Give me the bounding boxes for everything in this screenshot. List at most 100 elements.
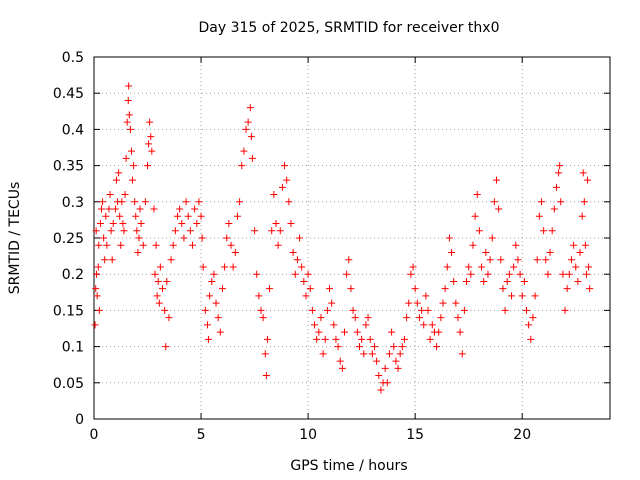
data-point bbox=[448, 248, 456, 256]
data-point bbox=[246, 104, 254, 112]
data-point bbox=[195, 198, 203, 206]
data-point bbox=[122, 154, 130, 162]
data-point bbox=[394, 364, 402, 372]
data-point bbox=[533, 256, 541, 264]
data-point bbox=[131, 198, 139, 206]
y-axis-label: SRMTID / TECUs bbox=[7, 182, 23, 295]
data-point bbox=[585, 263, 593, 271]
data-point bbox=[223, 234, 231, 242]
data-point bbox=[437, 314, 445, 322]
data-point bbox=[493, 176, 501, 184]
data-point bbox=[155, 299, 163, 307]
data-point bbox=[268, 227, 276, 235]
data-point bbox=[231, 248, 239, 256]
data-point bbox=[156, 263, 164, 271]
data-point bbox=[184, 212, 192, 220]
data-point bbox=[398, 343, 406, 351]
data-point bbox=[126, 125, 134, 133]
data-point bbox=[527, 335, 535, 343]
data-point bbox=[458, 350, 466, 358]
data-point bbox=[130, 162, 138, 170]
data-point bbox=[261, 350, 269, 358]
data-point bbox=[317, 314, 325, 322]
data-point bbox=[385, 350, 393, 358]
data-point bbox=[262, 372, 270, 380]
data-point bbox=[174, 212, 182, 220]
data-point bbox=[238, 162, 246, 170]
data-point bbox=[375, 372, 383, 380]
data-point bbox=[159, 285, 167, 293]
data-point bbox=[92, 227, 100, 235]
data-point bbox=[370, 343, 378, 351]
data-point bbox=[467, 270, 475, 278]
data-point bbox=[134, 248, 142, 256]
data-point bbox=[580, 198, 588, 206]
data-point bbox=[291, 270, 299, 278]
data-point bbox=[278, 183, 286, 191]
y-tick-label: 0.1 bbox=[62, 340, 84, 356]
data-point bbox=[574, 277, 582, 285]
data-point bbox=[490, 198, 498, 206]
data-point bbox=[482, 248, 490, 256]
data-point bbox=[572, 263, 580, 271]
data-point bbox=[127, 147, 135, 155]
data-point bbox=[484, 270, 492, 278]
x-tick-label: 0 bbox=[90, 427, 99, 443]
axis-ticks bbox=[93, 56, 610, 420]
data-point bbox=[450, 277, 458, 285]
data-point bbox=[456, 328, 464, 336]
data-point bbox=[563, 285, 571, 293]
data-point bbox=[347, 285, 355, 293]
data-point bbox=[216, 328, 224, 336]
data-point bbox=[433, 343, 441, 351]
data-point bbox=[171, 227, 179, 235]
data-point bbox=[415, 314, 423, 322]
data-point bbox=[227, 241, 235, 249]
data-point bbox=[123, 118, 131, 126]
data-point bbox=[503, 277, 511, 285]
data-point bbox=[283, 176, 291, 184]
data-point bbox=[542, 256, 550, 264]
data-point bbox=[163, 277, 171, 285]
data-point bbox=[565, 270, 573, 278]
data-point bbox=[180, 234, 188, 242]
data-point bbox=[308, 306, 316, 314]
data-point bbox=[102, 212, 110, 220]
data-point bbox=[95, 241, 103, 249]
data-point bbox=[296, 234, 304, 242]
data-point bbox=[418, 306, 426, 314]
data-point bbox=[186, 227, 194, 235]
data-point bbox=[550, 205, 558, 213]
data-point bbox=[518, 292, 526, 300]
data-point bbox=[362, 321, 370, 329]
data-point bbox=[274, 241, 282, 249]
data-point bbox=[420, 321, 428, 329]
data-point bbox=[368, 350, 376, 358]
data-point bbox=[579, 169, 587, 177]
data-point bbox=[480, 277, 488, 285]
data-point bbox=[270, 191, 278, 199]
data-point bbox=[460, 306, 468, 314]
data-point bbox=[525, 321, 533, 329]
data-point bbox=[233, 212, 241, 220]
data-point bbox=[165, 314, 173, 322]
data-point bbox=[435, 328, 443, 336]
x-tick-label: 5 bbox=[197, 427, 206, 443]
data-point bbox=[497, 256, 505, 264]
data-point bbox=[360, 350, 368, 358]
data-point bbox=[454, 314, 462, 322]
data-point bbox=[508, 292, 516, 300]
data-point bbox=[205, 335, 213, 343]
data-point bbox=[441, 285, 449, 293]
data-point bbox=[120, 227, 128, 235]
x-tick-label: 15 bbox=[406, 427, 424, 443]
data-point bbox=[546, 248, 554, 256]
data-point bbox=[248, 154, 256, 162]
data-point bbox=[150, 205, 158, 213]
data-point bbox=[212, 299, 220, 307]
data-point bbox=[214, 314, 222, 322]
data-point bbox=[92, 285, 100, 293]
data-point bbox=[443, 263, 451, 271]
y-tick-label: 0.35 bbox=[53, 159, 84, 175]
data-point bbox=[439, 299, 447, 307]
